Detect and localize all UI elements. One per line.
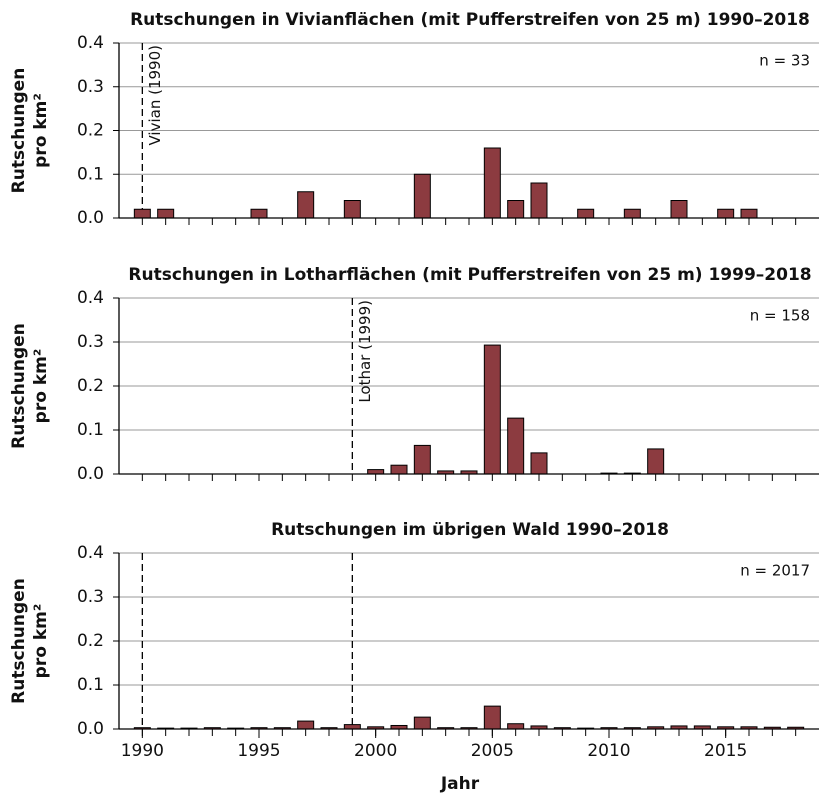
bar bbox=[297, 720, 315, 730]
x-tick-label: 2015 bbox=[704, 741, 747, 761]
bar bbox=[133, 208, 151, 219]
x-tick-label: 2000 bbox=[354, 741, 397, 761]
y-axis-label-line: pro km² bbox=[31, 349, 51, 424]
bar bbox=[343, 200, 361, 219]
y-tick-label: 0.1 bbox=[77, 164, 104, 184]
y-tick-label: 0.0 bbox=[77, 464, 104, 484]
bar bbox=[740, 208, 758, 219]
bar bbox=[577, 208, 595, 219]
y-tick-label: 0.2 bbox=[77, 121, 104, 141]
bar bbox=[390, 464, 408, 475]
annotation: n = 158 bbox=[750, 307, 810, 325]
chart-title: Rutschungen im übrigen Wald 1990–2018 bbox=[271, 520, 669, 540]
y-axis-label-line: Rutschungen bbox=[9, 578, 29, 704]
bar bbox=[507, 723, 525, 730]
y-tick-label: 0.1 bbox=[77, 675, 104, 695]
bar bbox=[297, 191, 315, 219]
bar bbox=[157, 208, 175, 219]
y-axis-label-line: Rutschungen bbox=[9, 68, 29, 194]
x-tick-label: 2010 bbox=[587, 741, 630, 761]
y-axis-label: Rutschungen pro km² bbox=[9, 578, 51, 704]
bar bbox=[413, 716, 431, 730]
bar bbox=[507, 417, 525, 475]
bar bbox=[250, 208, 268, 219]
bar bbox=[413, 444, 431, 475]
y-tick-label: 0.0 bbox=[77, 719, 104, 739]
annotation: n = 33 bbox=[759, 52, 810, 70]
y-tick-label: 0.3 bbox=[77, 332, 104, 352]
y-tick-label: 0.3 bbox=[77, 77, 104, 97]
event-label: Lothar (1999) bbox=[356, 300, 374, 403]
y-axis-label-line: pro km² bbox=[31, 604, 51, 679]
event-label: Vivian (1990) bbox=[146, 45, 164, 146]
y-axis-label-line: Rutschungen bbox=[9, 323, 29, 449]
bar bbox=[343, 724, 361, 730]
y-tick-label: 0.2 bbox=[77, 631, 104, 651]
bar bbox=[647, 448, 665, 475]
bar bbox=[530, 452, 548, 475]
bar bbox=[483, 705, 501, 730]
x-tick-label: 2005 bbox=[471, 741, 514, 761]
y-tick-label: 0.1 bbox=[77, 420, 104, 440]
bar bbox=[507, 200, 525, 219]
bar bbox=[367, 469, 385, 475]
y-tick-label: 0.4 bbox=[77, 543, 104, 563]
chart-title: Rutschungen in Vivianflächen (mit Puffer… bbox=[130, 10, 810, 30]
bar bbox=[413, 173, 431, 219]
y-axis-label: Rutschungen pro km² bbox=[9, 68, 51, 194]
chart-title: Rutschungen in Lotharflächen (mit Puffer… bbox=[128, 265, 811, 285]
y-axis-label-line: pro km² bbox=[31, 93, 51, 168]
annotation: n = 2017 bbox=[740, 562, 810, 580]
y-tick-label: 0.2 bbox=[77, 376, 104, 396]
bar bbox=[483, 344, 501, 475]
bar bbox=[530, 182, 548, 219]
y-tick-label: 0.0 bbox=[77, 208, 104, 228]
x-tick-label: 1990 bbox=[121, 741, 164, 761]
bar bbox=[717, 208, 735, 219]
x-tick-label: 1995 bbox=[237, 741, 280, 761]
bar bbox=[623, 208, 641, 219]
bar bbox=[483, 147, 501, 219]
x-axis-label: Jahr bbox=[440, 774, 480, 794]
y-tick-label: 0.4 bbox=[77, 288, 104, 308]
y-tick-label: 0.4 bbox=[77, 33, 104, 53]
y-tick-label: 0.3 bbox=[77, 587, 104, 607]
bar bbox=[670, 200, 688, 219]
y-axis-label: Rutschungen pro km² bbox=[9, 323, 51, 449]
